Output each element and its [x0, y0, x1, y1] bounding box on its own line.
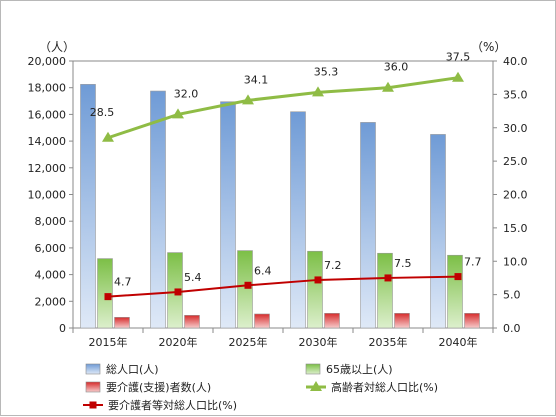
bar-care-required-3 [324, 313, 340, 329]
care-ratio-point-1 [174, 288, 182, 296]
y-right-tick-label: 10.0 [503, 255, 528, 268]
elderly-ratio-point-5 [452, 71, 464, 82]
care-ratio-label: 7.2 [324, 259, 342, 272]
x-tick-label: 2040年 [439, 335, 478, 349]
care-ratio-point-5 [454, 273, 462, 281]
lines [102, 71, 464, 301]
y-right-tick-label: 25.0 [503, 155, 528, 168]
elderly-ratio-line [107, 76, 459, 140]
x-tick-label: 2035年 [369, 335, 408, 349]
y-left-tick-label: 18,000 [28, 82, 67, 95]
y-left-tick-label: 2,000 [35, 295, 67, 308]
y-left-tick-label: 4,000 [35, 269, 67, 282]
bar-age-65-plus-2 [237, 250, 253, 329]
bar-care-required-4 [394, 313, 410, 329]
y-right-unit: （%） [471, 40, 506, 54]
bar-age-65-plus-4 [377, 252, 393, 329]
elderly-ratio-label: 28.5 [90, 106, 115, 119]
y-left-tick-label: 6,000 [35, 242, 67, 255]
elderly-ratio-label: 34.1 [244, 73, 269, 86]
care-ratio-line [107, 275, 459, 298]
elderly-ratio-label: 37.5 [446, 51, 471, 64]
care-ratio-label: 7.7 [464, 256, 482, 269]
care-ratio-label: 7.5 [394, 257, 412, 270]
care-ratio-point-3 [314, 276, 322, 284]
y-right-tick-label: 15.0 [503, 222, 528, 235]
elderly-ratio-point-3 [312, 86, 324, 97]
x-tick-label: 2025年 [229, 335, 268, 349]
y-left-tick-label: 8,000 [35, 215, 67, 228]
bar-total-population-3 [290, 111, 306, 329]
legend-elderly-ratio-label: 高齢者対総人口比(%) [331, 380, 438, 394]
care-ratio-point-0 [104, 293, 112, 301]
legend-age-65-plus-swatch [305, 363, 321, 375]
legend-care-required-swatch [85, 381, 101, 393]
care-ratio-label: 5.4 [184, 271, 202, 284]
x-tick-label: 2020年 [159, 335, 198, 349]
bar-total-population-0 [80, 84, 96, 329]
legend-care-required-label: 要介護(支援)者数(人) [106, 380, 211, 394]
elderly-ratio-label: 35.3 [314, 65, 339, 78]
y-right-tick-label: 0.0 [503, 322, 521, 335]
bar-care-required-0 [114, 317, 130, 329]
bar-age-65-plus-3 [307, 250, 323, 329]
care-ratio-label: 4.7 [114, 276, 132, 289]
plot-area [72, 60, 494, 329]
y-left-tick-label: 0 [59, 322, 66, 335]
bar-total-population-1 [150, 90, 166, 329]
care-ratio-label: 6.4 [254, 264, 272, 277]
x-tick-label: 2030年 [299, 335, 338, 349]
bar-care-required-1 [184, 315, 200, 329]
legend-total-population-label: 総人口(人) [106, 362, 159, 376]
bar-age-65-plus-5 [447, 254, 463, 329]
elderly-ratio-point-1 [172, 108, 184, 119]
care-ratio-point-4 [384, 274, 392, 282]
bar-care-required-2 [254, 313, 270, 329]
x-tick-label: 2015年 [89, 335, 128, 349]
y-left-tick-label: 10,000 [28, 189, 67, 202]
legend: 総人口(人) 65歳以上(人) 要介護(支援)者数(人) 高齢者対総人口比(%) 要介護… [83, 362, 438, 412]
legend-age-65-plus-label: 65歳以上(人) [326, 363, 393, 376]
legend-elderly-ratio-swatch-marker [310, 381, 322, 391]
y-left-tick-label: 12,000 [28, 162, 67, 175]
y-left-tick-label: 16,000 [28, 108, 67, 121]
y-right-tick-label: 30.0 [503, 122, 528, 135]
elderly-ratio-label: 36.0 [384, 61, 409, 74]
y-left-tick-label: 14,000 [28, 135, 67, 148]
elderly-ratio-point-0 [102, 131, 114, 142]
y-right-tick-label: 35.0 [503, 88, 528, 101]
bar-total-population-2 [220, 101, 236, 329]
y-right-tick-label: 20.0 [503, 189, 528, 202]
axes: 0 2,000 4,000 6,000 8,000 10,000 12,000 14,000 1… [28, 40, 528, 349]
elderly-ratio-label: 32.0 [174, 87, 199, 100]
bar-total-population-5 [430, 134, 446, 329]
legend-care-ratio-label: 要介護者等対総人口比(%) [108, 398, 237, 412]
elderly-ratio-point-2 [242, 94, 254, 105]
legend-total-population-swatch [85, 363, 101, 375]
y-left-unit: （人） [39, 40, 75, 54]
bar-care-required-5 [464, 313, 480, 329]
bar-total-population-4 [360, 122, 376, 329]
data-labels: 28.5 32.0 34.1 35.3 36.0 37.5 4.7 5.4 6.4 7.2 7.5 7… [90, 51, 482, 289]
y-left-tick-label: 20,000 [28, 55, 67, 68]
y-right-tick-label: 40.0 [503, 55, 528, 68]
legend-care-ratio-swatch-marker [89, 401, 97, 409]
y-right-tick-label: 5.0 [503, 289, 521, 302]
elderly-ratio-point-4 [382, 81, 394, 92]
bars [80, 84, 480, 329]
care-ratio-point-2 [244, 281, 252, 289]
